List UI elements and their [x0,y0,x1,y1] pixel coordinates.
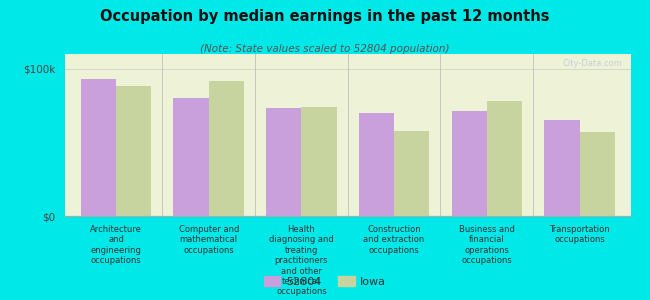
Bar [174,98,209,216]
Bar [580,132,615,216]
Bar [487,101,522,216]
Bar [394,130,430,216]
Bar [266,109,302,216]
Text: (Note: State values scaled to 52804 population): (Note: State values scaled to 52804 popu… [200,44,450,53]
Bar [116,86,151,216]
Text: Occupation by median earnings in the past 12 months: Occupation by median earnings in the pas… [100,9,550,24]
Bar [452,111,487,216]
Bar [81,79,116,216]
Bar [544,120,580,216]
Bar [302,107,337,216]
Bar [209,80,244,216]
Bar [359,113,394,216]
Legend: 52804, Iowa: 52804, Iowa [259,272,391,291]
Text: City-Data.com: City-Data.com [562,59,622,68]
